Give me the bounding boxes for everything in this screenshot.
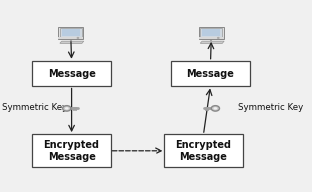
Circle shape	[213, 107, 217, 110]
Text: Symmetric Key: Symmetric Key	[2, 103, 67, 112]
FancyBboxPatch shape	[203, 42, 221, 43]
FancyBboxPatch shape	[171, 61, 250, 86]
FancyBboxPatch shape	[58, 27, 84, 39]
Text: Message: Message	[48, 69, 95, 79]
FancyBboxPatch shape	[60, 28, 82, 37]
Polygon shape	[60, 41, 84, 43]
Circle shape	[77, 37, 79, 38]
FancyBboxPatch shape	[32, 134, 111, 167]
FancyBboxPatch shape	[200, 28, 225, 39]
FancyBboxPatch shape	[63, 42, 80, 43]
FancyBboxPatch shape	[202, 41, 220, 42]
FancyBboxPatch shape	[202, 29, 220, 36]
Text: Encrypted
Message: Encrypted Message	[175, 140, 232, 162]
Circle shape	[211, 106, 220, 111]
Text: Symmetric Key: Symmetric Key	[238, 103, 304, 112]
FancyBboxPatch shape	[32, 61, 111, 86]
Polygon shape	[60, 43, 83, 44]
FancyBboxPatch shape	[199, 27, 224, 39]
Text: Encrypted
Message: Encrypted Message	[44, 140, 100, 162]
FancyBboxPatch shape	[199, 37, 224, 39]
Circle shape	[218, 37, 219, 38]
Circle shape	[65, 107, 69, 110]
FancyBboxPatch shape	[58, 37, 84, 39]
FancyBboxPatch shape	[62, 41, 80, 42]
FancyBboxPatch shape	[59, 28, 85, 39]
Circle shape	[63, 106, 71, 111]
FancyBboxPatch shape	[164, 134, 243, 167]
FancyBboxPatch shape	[62, 29, 80, 36]
Text: Message: Message	[187, 69, 235, 79]
FancyBboxPatch shape	[200, 28, 222, 37]
Polygon shape	[200, 43, 223, 44]
Polygon shape	[200, 41, 224, 43]
